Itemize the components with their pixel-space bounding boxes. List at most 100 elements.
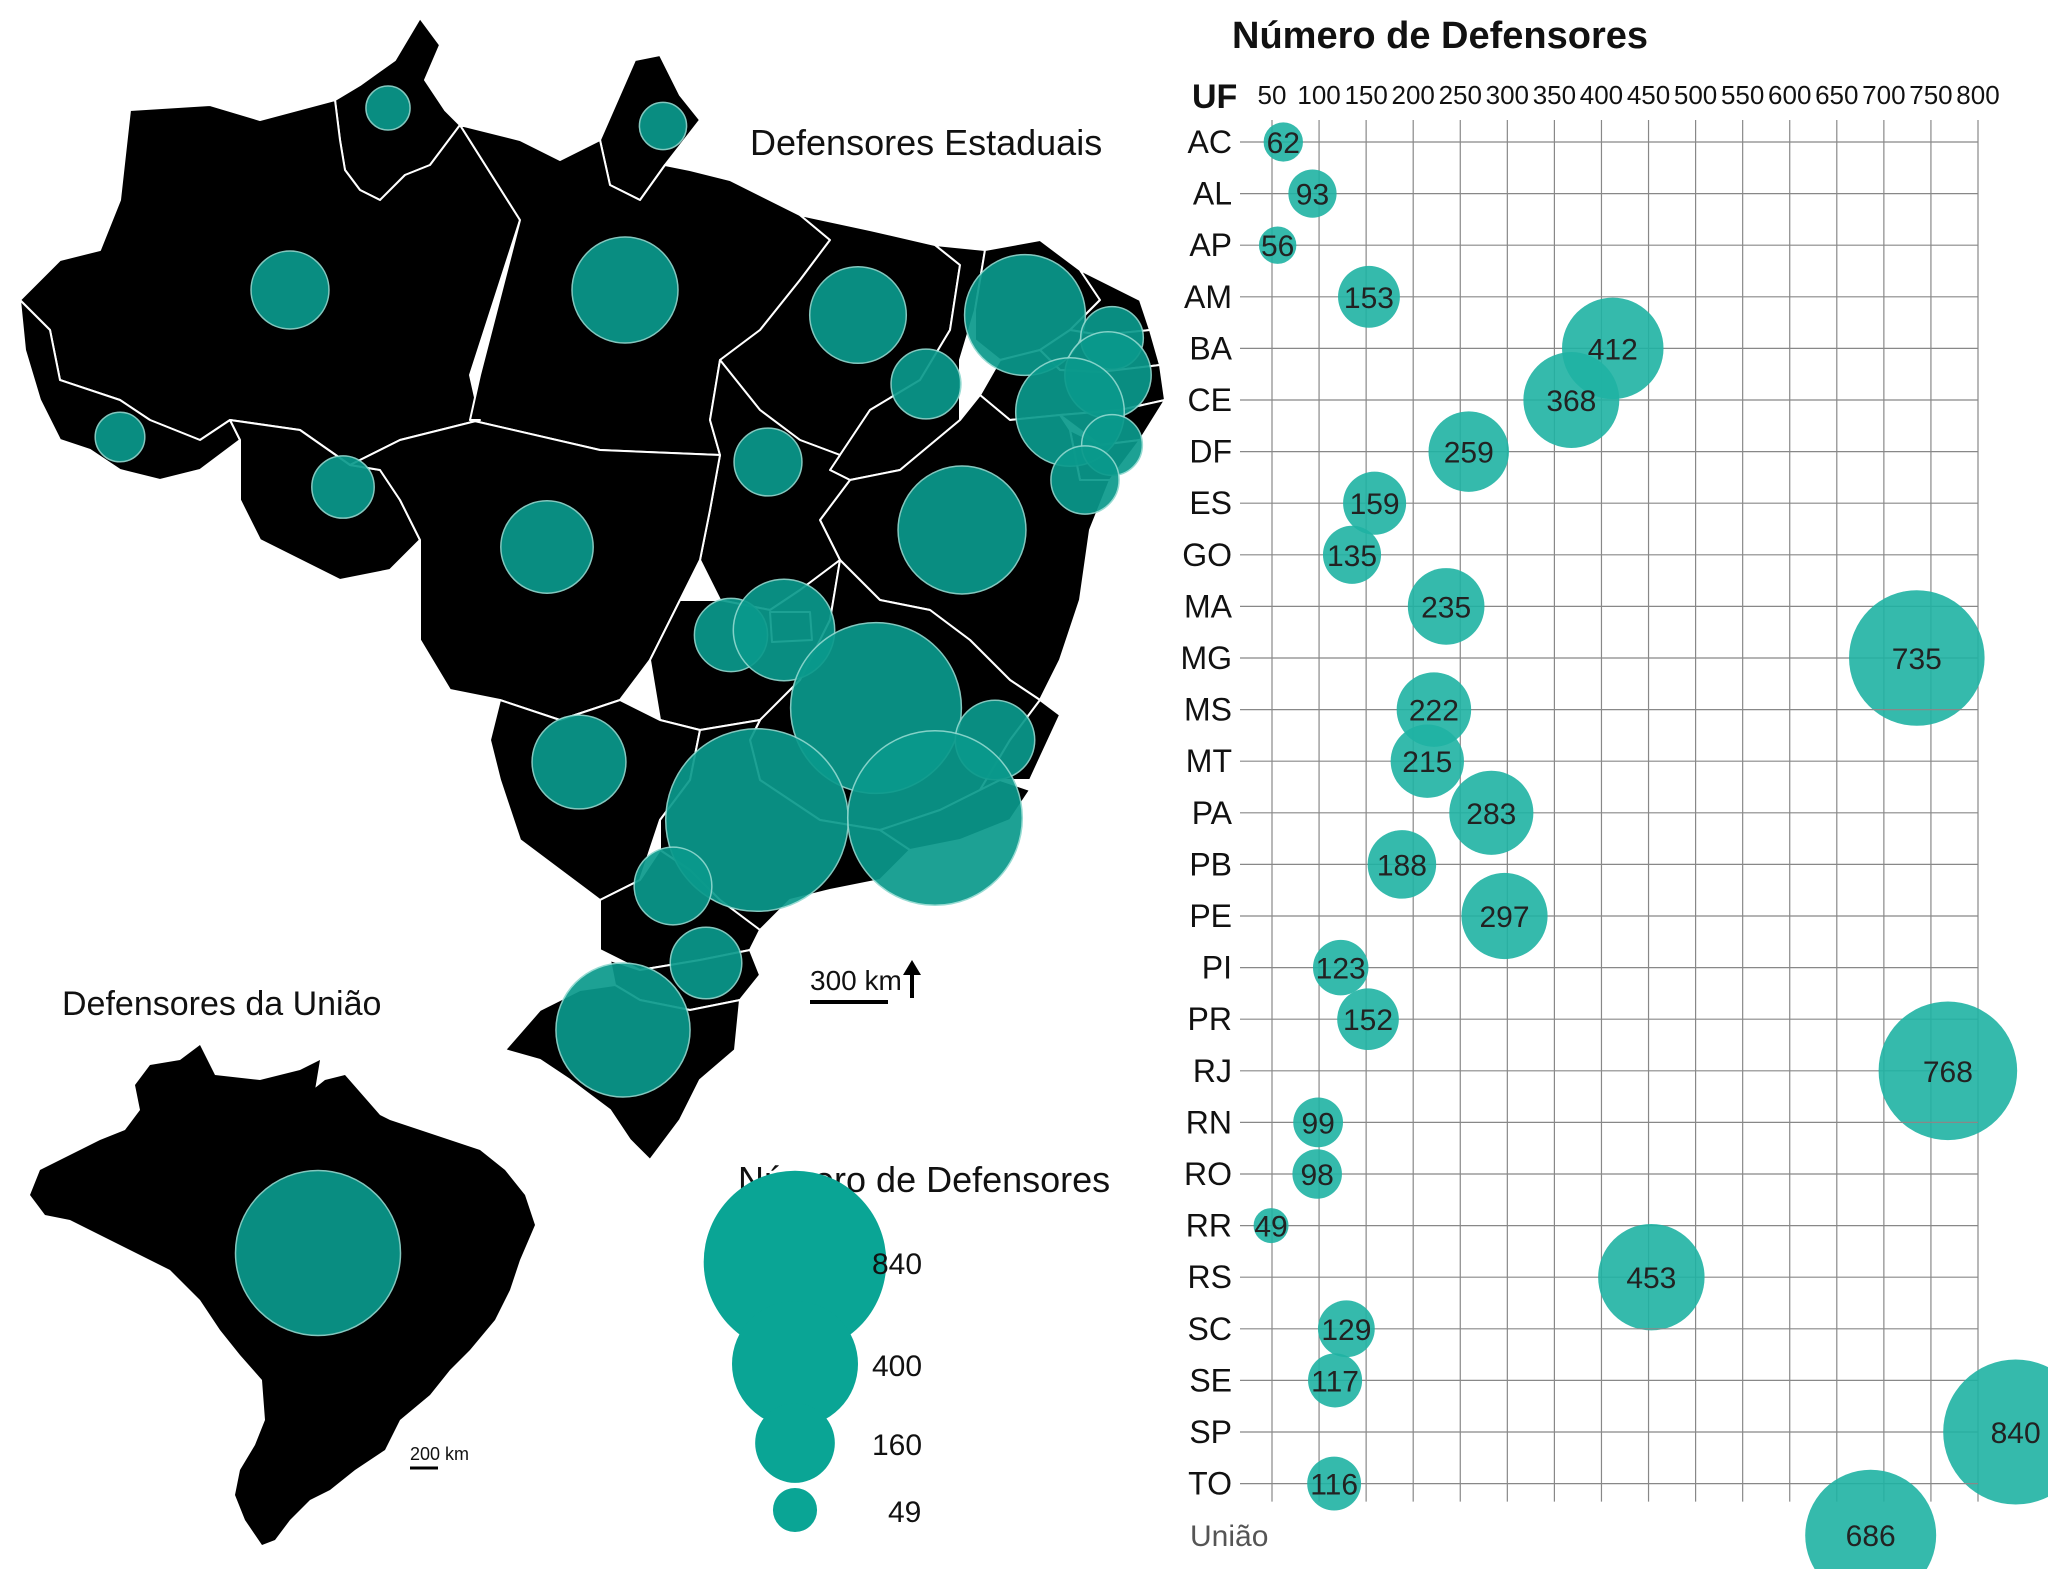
y-category-sp: SP: [1189, 1414, 1232, 1450]
y-category-ac: AC: [1188, 124, 1232, 160]
map-bubble-rs: [555, 962, 691, 1098]
y-category-rj: RJ: [1193, 1053, 1232, 1089]
x-tick-600: 600: [1768, 80, 1811, 110]
x-tick-700: 700: [1862, 80, 1905, 110]
chart-bubble-ce: [1523, 352, 1620, 448]
map-bubble-ms: [531, 714, 627, 810]
chart-bubble-ro: [1292, 1149, 1342, 1199]
chart-bubble-go: [1322, 525, 1382, 584]
map-bubble-to: [733, 427, 803, 497]
y-category-ro: RO: [1184, 1156, 1232, 1192]
chart-bubble-pi: [1312, 939, 1369, 996]
map-bubble-pi: [890, 348, 962, 420]
chart-bubble-mt: [1390, 724, 1464, 798]
y-category-pb: PB: [1189, 846, 1232, 882]
y-category-ms: MS: [1184, 692, 1232, 728]
chart-bubble-rs: [1598, 1223, 1705, 1331]
chart-bubble-al: [1288, 169, 1337, 218]
chart-bubble-pr: [1337, 988, 1399, 1051]
data-label-es: 159: [1350, 488, 1400, 521]
y-category-rn: RN: [1186, 1104, 1232, 1140]
x-tick-750: 750: [1909, 80, 1952, 110]
y-category-pe: PE: [1189, 898, 1232, 934]
x-tick-250: 250: [1439, 80, 1482, 110]
data-label-pb: 188: [1377, 849, 1427, 882]
y-category-pa: PA: [1192, 795, 1233, 831]
chart-bubble-rn: [1293, 1097, 1344, 1148]
map-bubble-rj: [846, 729, 1024, 907]
chart-bubble-pb: [1367, 830, 1437, 899]
data-label-mt: 215: [1402, 746, 1452, 779]
y-category-ap: AP: [1189, 227, 1232, 263]
y-category-união: União: [1190, 1520, 1268, 1553]
data-label-df: 259: [1444, 437, 1494, 470]
chart-bubble-ac: [1263, 122, 1303, 162]
x-tick-500: 500: [1674, 80, 1717, 110]
north-arrow-icon: [903, 960, 921, 998]
data-label-pi: 123: [1316, 953, 1366, 986]
chart-bubble-rj: [1878, 1001, 2018, 1141]
map-bubble-pa: [571, 236, 679, 344]
y-category-go: GO: [1182, 537, 1232, 573]
data-label-pr: 152: [1343, 1004, 1393, 1037]
legend-label-400: 400: [872, 1350, 922, 1383]
y-category-pr: PR: [1188, 1001, 1232, 1037]
map-bubbles: [94, 85, 1152, 1098]
data-label-mg: 735: [1892, 643, 1942, 676]
data-label-ac: 62: [1267, 127, 1300, 160]
y-category-ba: BA: [1189, 330, 1232, 366]
data-label-go: 135: [1327, 540, 1377, 573]
chart-bubble-es: [1343, 471, 1407, 535]
chart-bubble-ma: [1407, 568, 1485, 645]
y-category-sc: SC: [1188, 1311, 1232, 1347]
y-category-ma: MA: [1184, 588, 1233, 624]
map-bubble-ro: [311, 455, 375, 519]
data-label-rn: 99: [1301, 1107, 1334, 1140]
chart-bubble-pe: [1461, 872, 1548, 960]
data-label-to: 116: [1310, 1469, 1358, 1502]
y-category-se: SE: [1189, 1362, 1232, 1398]
data-label-ce: 368: [1546, 385, 1596, 418]
map-bubble-am: [250, 250, 330, 330]
x-tick-550: 550: [1721, 80, 1764, 110]
data-label-ro: 98: [1300, 1159, 1333, 1192]
chart-bubble-sc: [1317, 1300, 1375, 1358]
chart-bubble-ap: [1258, 226, 1297, 264]
bubble-uniao: [234, 1169, 402, 1337]
map-bubble-sc: [669, 926, 743, 1000]
legend-label-49: 49: [888, 1496, 921, 1529]
x-tick-650: 650: [1815, 80, 1858, 110]
chart-bubble-união: [1805, 1469, 1937, 1569]
scale-label-main: 300 km: [810, 965, 902, 996]
chart-bubble-rr: [1253, 1208, 1289, 1244]
legend-bubble-400: [732, 1301, 858, 1427]
chart-bubble-df: [1428, 411, 1509, 492]
data-label-se: 117: [1311, 1365, 1359, 1398]
y-category-to: TO: [1188, 1466, 1232, 1502]
scale-bar-small: 200 km: [410, 1444, 469, 1470]
data-label-rj: 768: [1923, 1056, 1973, 1089]
map-bubble-mt: [500, 500, 594, 594]
x-tick-800: 800: [1956, 80, 1999, 110]
y-category-mt: MT: [1186, 743, 1232, 779]
map-bubble-ba: [897, 465, 1027, 595]
data-label-pa: 283: [1466, 798, 1516, 831]
x-tick-150: 150: [1344, 80, 1387, 110]
data-label-sc: 129: [1321, 1314, 1371, 1347]
data-label-sp: 840: [1991, 1417, 2041, 1450]
map-bubble-ce: [963, 253, 1087, 377]
legend-label-160: 160: [872, 1429, 922, 1462]
x-tick-200: 200: [1392, 80, 1435, 110]
data-label-ap: 56: [1261, 230, 1294, 263]
x-tick-450: 450: [1627, 80, 1670, 110]
map-title-uniao: Defensores da União: [62, 985, 381, 1023]
chart-bubble-mg: [1849, 590, 1985, 726]
y-category-al: AL: [1193, 176, 1232, 212]
chart-bubble-se: [1308, 1353, 1363, 1408]
y-category-rr: RR: [1186, 1208, 1232, 1244]
y-category-df: DF: [1189, 434, 1232, 470]
map-bubble-rr: [365, 85, 411, 131]
map-bubble-ac: [94, 411, 146, 463]
data-label-pe: 297: [1479, 901, 1529, 934]
map-bubble-pr: [633, 846, 713, 926]
